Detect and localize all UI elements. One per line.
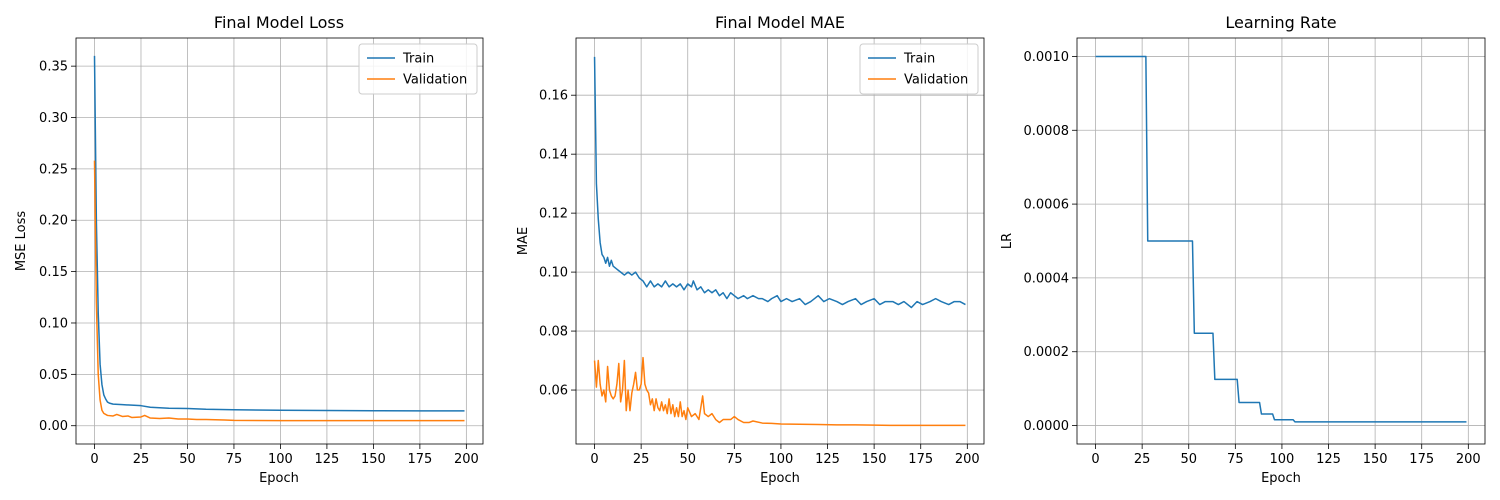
lr-x-tick-label: 25 [1134, 452, 1151, 467]
loss-plot-area: 0 25 50 75 100 125 150 175 200 0.00 0.05 0.10 0.15 0.… [39, 37, 484, 467]
mae-x-tick-label: 75 [726, 452, 743, 467]
mae-chart-xlabel: Epoch [760, 471, 800, 486]
loss-x-tick-label: 150 [361, 452, 386, 467]
loss-y-tick-label: 0.20 [39, 214, 68, 229]
loss-x-tick-label: 100 [268, 452, 293, 467]
lr-x-tick-label: 100 [1270, 452, 1295, 467]
loss-y-tick-label: 0.15 [39, 265, 68, 280]
lr-plot-area: 0 25 50 75 100 125 150 175 200 0.0000 0.0002 0.0004… [1024, 37, 1486, 467]
loss-legend-box [358, 43, 478, 95]
lr-x-tick-label: 0 [1091, 452, 1099, 467]
loss-y-tick-label: 0.10 [39, 316, 68, 331]
mae-x-tick-label: 25 [633, 452, 650, 467]
mae-y-tick-label: 0.08 [539, 325, 568, 340]
lr-x-tick-label: 200 [1456, 452, 1481, 467]
mae-x-tick-label: 0 [590, 452, 598, 467]
loss-y-tick-label: 0.00 [39, 419, 68, 434]
mae-x-tick-label: 150 [862, 452, 887, 467]
loss-series-line-validation [93, 160, 465, 422]
mae-x-tick-label: 175 [908, 452, 933, 467]
mae-x-tick-label: 100 [769, 452, 794, 467]
lr-y-tick-label: 0.0008 [1024, 124, 1070, 139]
mae-x-tick-label: 125 [815, 452, 840, 467]
mae-legend: Train Validation [859, 43, 979, 95]
mae-y-tick-label: 0.14 [539, 148, 568, 163]
mae-y-tick-label: 0.06 [539, 384, 568, 399]
lr-series-line-lr [1095, 55, 1467, 423]
loss-x-tick-label: 200 [454, 452, 479, 467]
mae-plot-area: 0 25 50 75 100 125 150 175 200 0.06 0.08 0.10 0.12 0.… [539, 37, 985, 467]
lr-x-tick-label: 150 [1363, 452, 1388, 467]
loss-y-tick-label: 0.35 [39, 60, 68, 75]
mae-x-tick-label: 200 [955, 452, 980, 467]
mae-chart-title: Final Model MAE [715, 13, 845, 32]
lr-chart-ylabel: LR [1000, 233, 1015, 249]
lr-y-tick-label: 0.0000 [1024, 419, 1070, 434]
lr-axes-frame [1076, 37, 1486, 445]
mae-axes-frame [575, 37, 985, 445]
loss-legend-label-validation: Validation [403, 73, 467, 88]
lr-chart-title: Learning Rate [1225, 13, 1336, 32]
mae-chart-panel: 0 25 50 75 100 125 150 175 200 0.06 0.08 0.10 0.12 0.… [516, 13, 985, 486]
loss-chart-title: Final Model Loss [214, 13, 344, 32]
mae-x-tick-label: 50 [679, 452, 696, 467]
mae-series-line-validation [593, 356, 966, 427]
mae-y-tick-label: 0.12 [539, 207, 568, 222]
loss-y-tick-label: 0.25 [39, 162, 68, 177]
loss-series-line-train [93, 55, 465, 412]
mae-legend-box [859, 43, 979, 95]
lr-x-tick-label: 75 [1227, 452, 1244, 467]
mae-y-tick-label: 0.16 [539, 89, 568, 104]
loss-x-tick-label: 125 [314, 452, 339, 467]
lr-y-tick-label: 0.0010 [1024, 50, 1070, 65]
lr-x-tick-label: 175 [1409, 452, 1434, 467]
lr-y-tick-label: 0.0002 [1024, 345, 1070, 360]
loss-x-tick-label: 0 [90, 452, 98, 467]
loss-y-tick-label: 0.05 [39, 368, 68, 383]
loss-axes-frame [75, 37, 484, 445]
mae-legend-label-train: Train [903, 52, 935, 67]
lr-y-tick-label: 0.0006 [1024, 198, 1070, 213]
mae-legend-label-validation: Validation [904, 73, 968, 88]
loss-y-tick-label: 0.30 [39, 111, 68, 126]
loss-x-tick-label: 175 [407, 452, 432, 467]
lr-x-tick-label: 125 [1316, 452, 1341, 467]
loss-chart-ylabel: MSE Loss [14, 211, 29, 272]
loss-legend: Train Validation [358, 43, 478, 95]
lr-x-tick-label: 50 [1180, 452, 1197, 467]
mae-y-tick-label: 0.10 [539, 266, 568, 281]
lr-y-tick-label: 0.0004 [1024, 271, 1070, 286]
loss-chart-panel: 0 25 50 75 100 125 150 175 200 0.00 0.05 0.10 0.15 0.… [14, 13, 484, 486]
loss-legend-label-train: Train [402, 52, 434, 67]
loss-chart-xlabel: Epoch [259, 471, 299, 486]
loss-x-tick-label: 50 [179, 452, 196, 467]
lr-chart-panel: 0 25 50 75 100 125 150 175 200 0.0000 0.0002 0.0004… [1000, 13, 1486, 486]
lr-chart-xlabel: Epoch [1261, 471, 1301, 486]
mae-series-line-train [593, 56, 966, 309]
loss-x-tick-label: 25 [133, 452, 150, 467]
mae-chart-ylabel: MAE [516, 227, 531, 255]
loss-x-tick-label: 75 [226, 452, 243, 467]
